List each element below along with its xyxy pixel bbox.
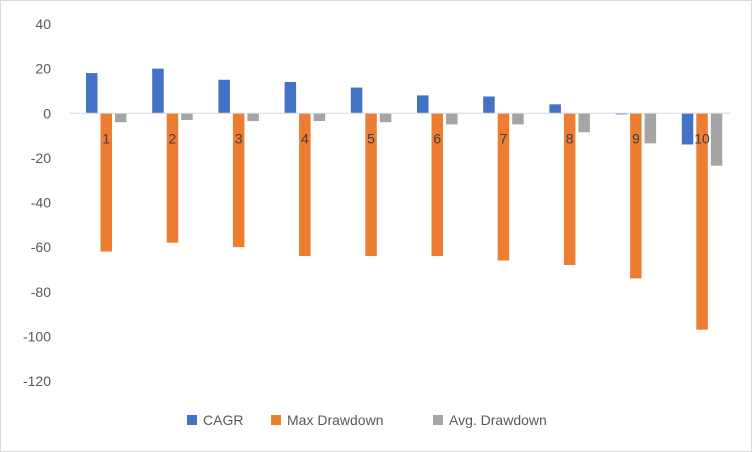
bar-avg-drawdown-6 xyxy=(446,113,458,125)
y-tick-label: -20 xyxy=(31,150,51,166)
category-label-6: 6 xyxy=(433,130,441,146)
bar-cagr-8 xyxy=(549,104,561,114)
y-tick-label: -80 xyxy=(31,284,51,300)
category-labels: 1 2 3 4 5 6 7 8 9 10 xyxy=(102,130,710,146)
bar-cagr-4 xyxy=(284,82,297,114)
bar-max-drawdown-4 xyxy=(299,113,311,257)
bar-cagr-10 xyxy=(681,113,694,145)
bar-avg-drawdown-8 xyxy=(578,113,590,133)
bar-max-drawdown-6 xyxy=(431,113,443,257)
category-label-2: 2 xyxy=(169,130,177,146)
bar-avg-drawdown-9 xyxy=(644,113,657,144)
bar-avg-drawdown-4 xyxy=(313,113,326,122)
bar-avg-drawdown-7 xyxy=(512,113,524,125)
category-label-8: 8 xyxy=(566,130,574,146)
bar-avg-drawdown-10 xyxy=(710,113,723,166)
legend-swatch-2 xyxy=(433,415,443,425)
bar-avg-drawdown-1 xyxy=(115,113,127,123)
bar-max-drawdown-5 xyxy=(365,113,377,257)
bar-max-drawdown-10 xyxy=(696,113,708,330)
category-label-3: 3 xyxy=(235,130,243,146)
legend-swatch-0 xyxy=(187,415,197,425)
bar-cagr-6 xyxy=(417,95,429,114)
legend-swatch-1 xyxy=(271,415,281,425)
bar-cagr-7 xyxy=(483,96,495,114)
bar-max-drawdown-7 xyxy=(497,113,510,261)
bar-avg-drawdown-3 xyxy=(247,113,259,122)
y-tick-label: -100 xyxy=(23,328,51,344)
legend-label-2: Avg. Drawdown xyxy=(449,412,547,428)
category-label-9: 9 xyxy=(632,130,640,146)
bars xyxy=(86,68,723,330)
category-label-1: 1 xyxy=(102,130,110,146)
category-label-10: 10 xyxy=(694,130,710,146)
category-label-5: 5 xyxy=(367,130,375,146)
bar-max-drawdown-3 xyxy=(232,113,245,248)
bar-max-drawdown-1 xyxy=(100,113,112,252)
y-axis-ticks: 40 20 0 -20 -40 -60 -80 -100 -120 xyxy=(23,16,51,389)
y-tick-label: 0 xyxy=(43,105,51,121)
category-label-4: 4 xyxy=(301,130,309,146)
bar-cagr-3 xyxy=(218,79,230,114)
legend: CAGR Max Drawdown Avg. Drawdown xyxy=(187,412,547,428)
bar-avg-drawdown-5 xyxy=(379,113,392,123)
bar-cagr-9 xyxy=(615,113,628,115)
legend-label-0: CAGR xyxy=(203,412,243,428)
bar-max-drawdown-2 xyxy=(166,113,179,243)
y-tick-label: -120 xyxy=(23,373,51,389)
bar-max-drawdown-9 xyxy=(630,113,642,279)
y-tick-label: -60 xyxy=(31,239,51,255)
bar-avg-drawdown-2 xyxy=(181,113,193,120)
legend-label-1: Max Drawdown xyxy=(287,412,383,428)
y-tick-label: 40 xyxy=(35,16,51,32)
y-tick-label: 20 xyxy=(35,61,51,77)
bar-cagr-1 xyxy=(86,73,98,114)
category-label-7: 7 xyxy=(500,130,508,146)
bar-cagr-2 xyxy=(152,68,164,114)
y-tick-label: -40 xyxy=(31,195,51,211)
bar-cagr-5 xyxy=(350,87,363,114)
bar-max-drawdown-8 xyxy=(563,113,576,265)
